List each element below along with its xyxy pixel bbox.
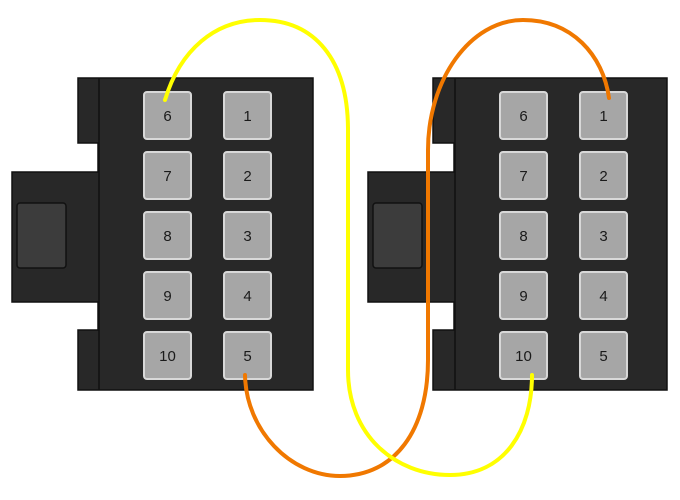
pin-1[interactable]: 1 bbox=[579, 91, 628, 140]
pin-label: 4 bbox=[599, 288, 607, 305]
right-connector-latch bbox=[372, 202, 423, 269]
pin-label: 2 bbox=[243, 168, 251, 185]
pin-2[interactable]: 2 bbox=[579, 151, 628, 200]
pin-10[interactable]: 10 bbox=[499, 331, 548, 380]
pin-10[interactable]: 10 bbox=[143, 331, 192, 380]
pin-label: 5 bbox=[599, 348, 607, 365]
left-connector-pins: 6 1 7 2 8 3 9 4 10 5 bbox=[143, 91, 272, 380]
pin-label: 5 bbox=[243, 348, 251, 365]
pin-3[interactable]: 3 bbox=[223, 211, 272, 260]
pin-label: 7 bbox=[519, 168, 527, 185]
pin-label: 7 bbox=[163, 168, 171, 185]
pin-4[interactable]: 4 bbox=[223, 271, 272, 320]
pin-2[interactable]: 2 bbox=[223, 151, 272, 200]
pin-label: 9 bbox=[519, 288, 527, 305]
left-connector-latch bbox=[16, 202, 67, 269]
pin-9[interactable]: 9 bbox=[499, 271, 548, 320]
wires bbox=[163, 17, 611, 479]
pin-5[interactable]: 5 bbox=[223, 331, 272, 380]
pin-label: 1 bbox=[599, 108, 607, 125]
pin-label: 8 bbox=[519, 228, 527, 245]
pin-label: 4 bbox=[243, 288, 251, 305]
pin-7[interactable]: 7 bbox=[499, 151, 548, 200]
pin-label: 2 bbox=[599, 168, 607, 185]
pin-7[interactable]: 7 bbox=[143, 151, 192, 200]
pin-label: 10 bbox=[515, 348, 532, 365]
pin-6[interactable]: 6 bbox=[499, 91, 548, 140]
pin-1[interactable]: 1 bbox=[223, 91, 272, 140]
pin-label: 9 bbox=[163, 288, 171, 305]
left-connector: 6 1 7 2 8 3 9 4 10 5 bbox=[11, 77, 314, 391]
pin-8[interactable]: 8 bbox=[499, 211, 548, 260]
pin-3[interactable]: 3 bbox=[579, 211, 628, 260]
pin-4[interactable]: 4 bbox=[579, 271, 628, 320]
right-connector-pins: 6 1 7 2 8 3 9 4 10 5 bbox=[499, 91, 628, 380]
pin-label: 10 bbox=[159, 348, 176, 365]
pin-label: 3 bbox=[243, 228, 251, 245]
pin-label: 6 bbox=[519, 108, 527, 125]
pin-9[interactable]: 9 bbox=[143, 271, 192, 320]
pin-8[interactable]: 8 bbox=[143, 211, 192, 260]
pin-label: 6 bbox=[163, 108, 171, 125]
yellow-wire[interactable] bbox=[163, 17, 534, 478]
pin-6[interactable]: 6 bbox=[143, 91, 192, 140]
pin-label: 8 bbox=[163, 228, 171, 245]
pin-5[interactable]: 5 bbox=[579, 331, 628, 380]
pin-label: 3 bbox=[599, 228, 607, 245]
orange-wire[interactable] bbox=[243, 17, 611, 479]
right-connector: 6 1 7 2 8 3 9 4 10 5 bbox=[367, 77, 668, 391]
pin-label: 1 bbox=[243, 108, 251, 125]
